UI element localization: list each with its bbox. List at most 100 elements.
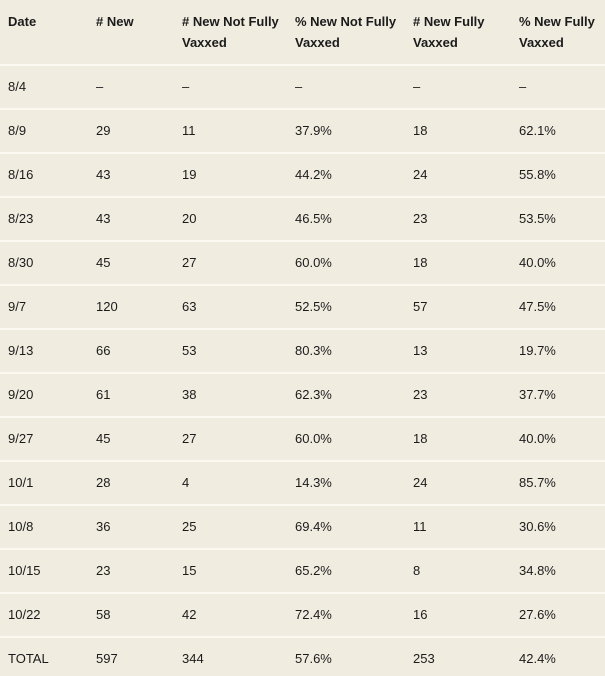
value-cell: 55.8%	[511, 152, 605, 198]
value-cell: 16	[405, 592, 511, 638]
value-cell: 23	[405, 372, 511, 418]
table-row: 10/15 23 15 65.2% 8 34.8%	[0, 548, 605, 594]
value-cell: 18	[405, 240, 511, 286]
row-label-cell: TOTAL	[8, 651, 49, 667]
row-label-cell: 10/1	[0, 460, 88, 506]
column-header: # New	[88, 0, 174, 66]
value-cell: 52.5%	[287, 284, 405, 330]
table-row: 8/16 43 19 44.2% 24 55.8%	[0, 152, 605, 198]
table-header-row: Date # New # New Not Fully Vaxxed% New Not…	[0, 0, 605, 66]
value-cell: 62.3%	[287, 372, 405, 418]
value-cell: 45	[88, 240, 174, 286]
value-cell: 42	[174, 592, 287, 638]
column-header: Date	[0, 0, 88, 66]
value-cell: 37.9%	[287, 108, 405, 154]
table-row: 8/30 45 27 60.0% 18 40.0%	[0, 240, 605, 286]
value-cell: 60.0%	[287, 240, 405, 286]
value-cell: 27	[174, 416, 287, 462]
table-row: 8/23 43 20 46.5% 23 53.5%	[0, 196, 605, 242]
value-cell: 19	[174, 152, 287, 198]
row-label-cell: 9/7	[0, 284, 88, 330]
table-row: 9/20 61 38 62.3% 23 37.7%	[0, 372, 605, 418]
value-cell: 253	[413, 651, 435, 667]
value-cell: 80.3%	[287, 328, 405, 374]
value-cell: 37.7%	[511, 372, 605, 418]
value-cell: 40.0%	[511, 240, 605, 286]
value-cell: 47.5%	[511, 284, 605, 330]
value-cell: 36	[88, 504, 174, 550]
value-cell: 45	[88, 416, 174, 462]
value-cell: 11	[405, 504, 511, 550]
value-cell: 23	[88, 548, 174, 594]
value-cell: 57.6%	[295, 651, 332, 667]
value-cell: 13	[405, 328, 511, 374]
table-row: 10/8 36 25 69.4% 11 30.6%	[0, 504, 605, 550]
value-cell: 40.0%	[511, 416, 605, 462]
value-cell: –	[174, 64, 287, 110]
row-label-cell: 10/15	[0, 548, 88, 594]
row-label-cell: 8/9	[0, 108, 88, 154]
value-cell: 58	[88, 592, 174, 638]
row-label-cell: 8/30	[0, 240, 88, 286]
value-cell: 53	[174, 328, 287, 374]
value-cell: 4	[174, 460, 287, 506]
value-cell: 28	[88, 460, 174, 506]
value-cell: 43	[88, 196, 174, 242]
value-cell: 43	[88, 152, 174, 198]
value-cell: 24	[405, 152, 511, 198]
table-row: 8/9 29 11 37.9% 18 62.1%	[0, 108, 605, 154]
column-header: # New Not Fully Vaxxed	[174, 0, 287, 66]
table-row: 9/7 120 63 52.5% 57 47.5%	[0, 284, 605, 330]
value-cell: 63	[174, 284, 287, 330]
row-label-cell: 10/22	[0, 592, 88, 638]
value-cell: 42.4%	[519, 651, 556, 667]
row-label-cell: 9/20	[0, 372, 88, 418]
value-cell: –	[405, 64, 511, 110]
value-cell: 69.4%	[287, 504, 405, 550]
value-cell: 38	[174, 372, 287, 418]
value-cell: 18	[405, 108, 511, 154]
value-cell: 8	[405, 548, 511, 594]
table-row: 9/13 66 53 80.3% 13 19.7%	[0, 328, 605, 374]
value-cell: 27	[174, 240, 287, 286]
value-cell: 15	[174, 548, 287, 594]
value-cell: 34.8%	[511, 548, 605, 594]
row-label-cell: 8/23	[0, 196, 88, 242]
table-row: TOTAL 597 344 57.6% 253 42.4%	[0, 637, 605, 676]
table-row: 9/27 45 27 60.0% 18 40.0%	[0, 416, 605, 462]
value-cell: 11	[174, 108, 287, 154]
value-cell: 344	[182, 651, 204, 667]
value-cell: 46.5%	[287, 196, 405, 242]
value-cell: 53.5%	[511, 196, 605, 242]
value-cell: 29	[88, 108, 174, 154]
value-cell: 44.2%	[287, 152, 405, 198]
value-cell: 120	[88, 284, 174, 330]
row-label-cell: 8/4	[0, 64, 88, 110]
value-cell: 19.7%	[511, 328, 605, 374]
column-header: % New Fully Vaxxed	[511, 0, 605, 66]
column-header: % New Not Fully Vaxxed	[287, 0, 405, 66]
column-header: # New Fully Vaxxed	[405, 0, 511, 66]
value-cell: –	[287, 64, 405, 110]
value-cell: 60.0%	[287, 416, 405, 462]
row-label-cell: 8/16	[0, 152, 88, 198]
value-cell: 61	[88, 372, 174, 418]
value-cell: 597	[96, 651, 118, 667]
value-cell: 23	[405, 196, 511, 242]
table-row: 10/1 28 4 14.3% 24 85.7%	[0, 460, 605, 506]
value-cell: –	[511, 64, 605, 110]
value-cell: 20	[174, 196, 287, 242]
row-label-cell: 9/13	[0, 328, 88, 374]
table-row: 8/4– – – – –	[0, 64, 605, 110]
value-cell: 27.6%	[511, 592, 605, 638]
value-cell: 62.1%	[511, 108, 605, 154]
value-cell: –	[88, 64, 174, 110]
value-cell: 57	[405, 284, 511, 330]
value-cell: 18	[405, 416, 511, 462]
row-label-cell: 10/8	[0, 504, 88, 550]
value-cell: 66	[88, 328, 174, 374]
value-cell: 14.3%	[287, 460, 405, 506]
value-cell: 65.2%	[287, 548, 405, 594]
